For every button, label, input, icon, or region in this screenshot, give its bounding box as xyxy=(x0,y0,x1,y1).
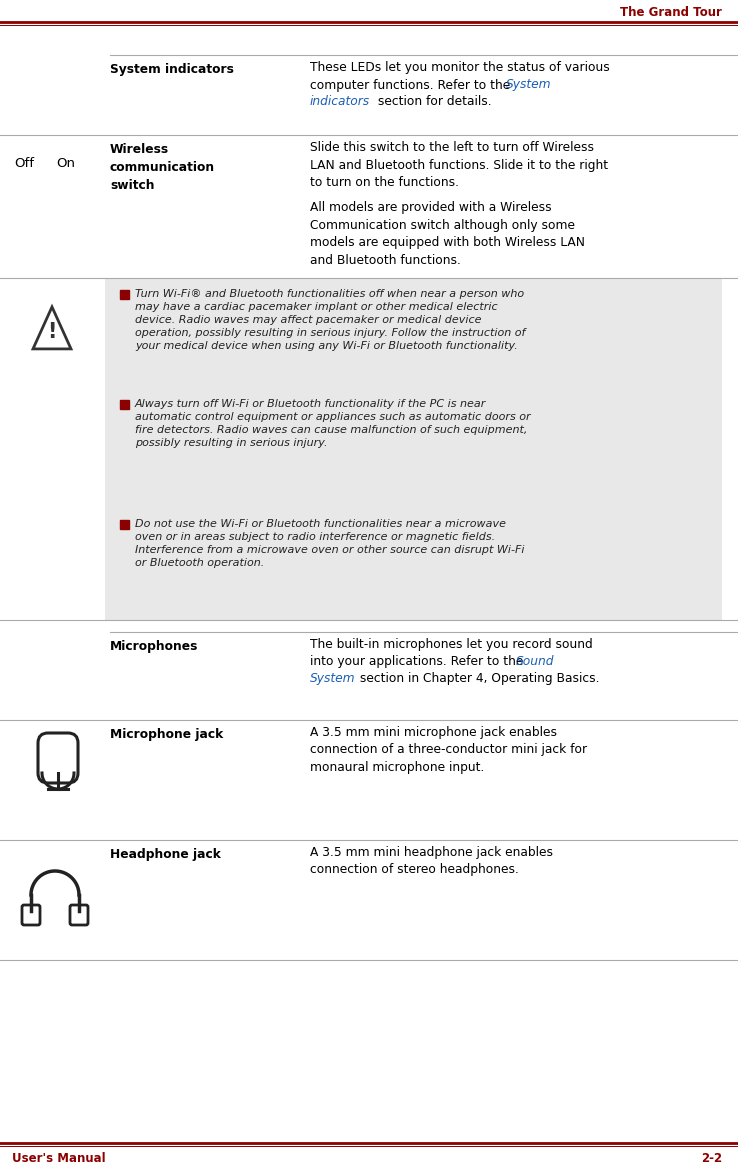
Polygon shape xyxy=(120,289,129,299)
Text: System indicators: System indicators xyxy=(110,63,234,76)
Text: Microphone jack: Microphone jack xyxy=(110,728,224,741)
Text: Turn Wi-Fi® and Bluetooth functionalities off when near a person who
may have a : Turn Wi-Fi® and Bluetooth functionalitie… xyxy=(135,289,525,352)
Text: !: ! xyxy=(47,322,57,342)
Text: The built-in microphones let you record sound
into your applications. Refer to t: The built-in microphones let you record … xyxy=(310,638,593,668)
Polygon shape xyxy=(120,400,129,409)
Text: System: System xyxy=(506,79,551,91)
Polygon shape xyxy=(120,520,129,529)
Text: The Grand Tour: The Grand Tour xyxy=(620,7,722,20)
Text: indicators: indicators xyxy=(310,95,370,108)
Text: section for details.: section for details. xyxy=(374,95,492,108)
Text: Microphones: Microphones xyxy=(110,640,199,653)
Text: On: On xyxy=(56,157,75,170)
Text: Do not use the Wi-Fi or Bluetooth functionalities near a microwave
oven or in ar: Do not use the Wi-Fi or Bluetooth functi… xyxy=(135,519,525,568)
Text: Always turn off Wi-Fi or Bluetooth functionality if the PC is near
automatic con: Always turn off Wi-Fi or Bluetooth funct… xyxy=(135,398,531,448)
Text: Wireless
communication
switch: Wireless communication switch xyxy=(110,143,215,192)
Text: section in Chapter 4, Operating Basics.: section in Chapter 4, Operating Basics. xyxy=(356,672,599,684)
Text: Slide this switch to the left to turn off Wireless
LAN and Bluetooth functions. : Slide this switch to the left to turn of… xyxy=(310,141,608,189)
Text: Sound: Sound xyxy=(516,655,554,668)
Text: A 3.5 mm mini microphone jack enables
connection of a three-conductor mini jack : A 3.5 mm mini microphone jack enables co… xyxy=(310,725,587,774)
Text: System: System xyxy=(310,672,356,684)
FancyBboxPatch shape xyxy=(105,278,722,620)
Text: 2-2: 2-2 xyxy=(701,1152,722,1165)
Text: These LEDs let you monitor the status of various
computer functions. Refer to th: These LEDs let you monitor the status of… xyxy=(310,61,610,91)
Text: Headphone jack: Headphone jack xyxy=(110,849,221,861)
Text: Off: Off xyxy=(14,157,34,170)
Text: A 3.5 mm mini headphone jack enables
connection of stereo headphones.: A 3.5 mm mini headphone jack enables con… xyxy=(310,846,553,877)
Text: All models are provided with a Wireless
Communication switch although only some
: All models are provided with a Wireless … xyxy=(310,202,585,266)
Text: User's Manual: User's Manual xyxy=(12,1152,106,1165)
